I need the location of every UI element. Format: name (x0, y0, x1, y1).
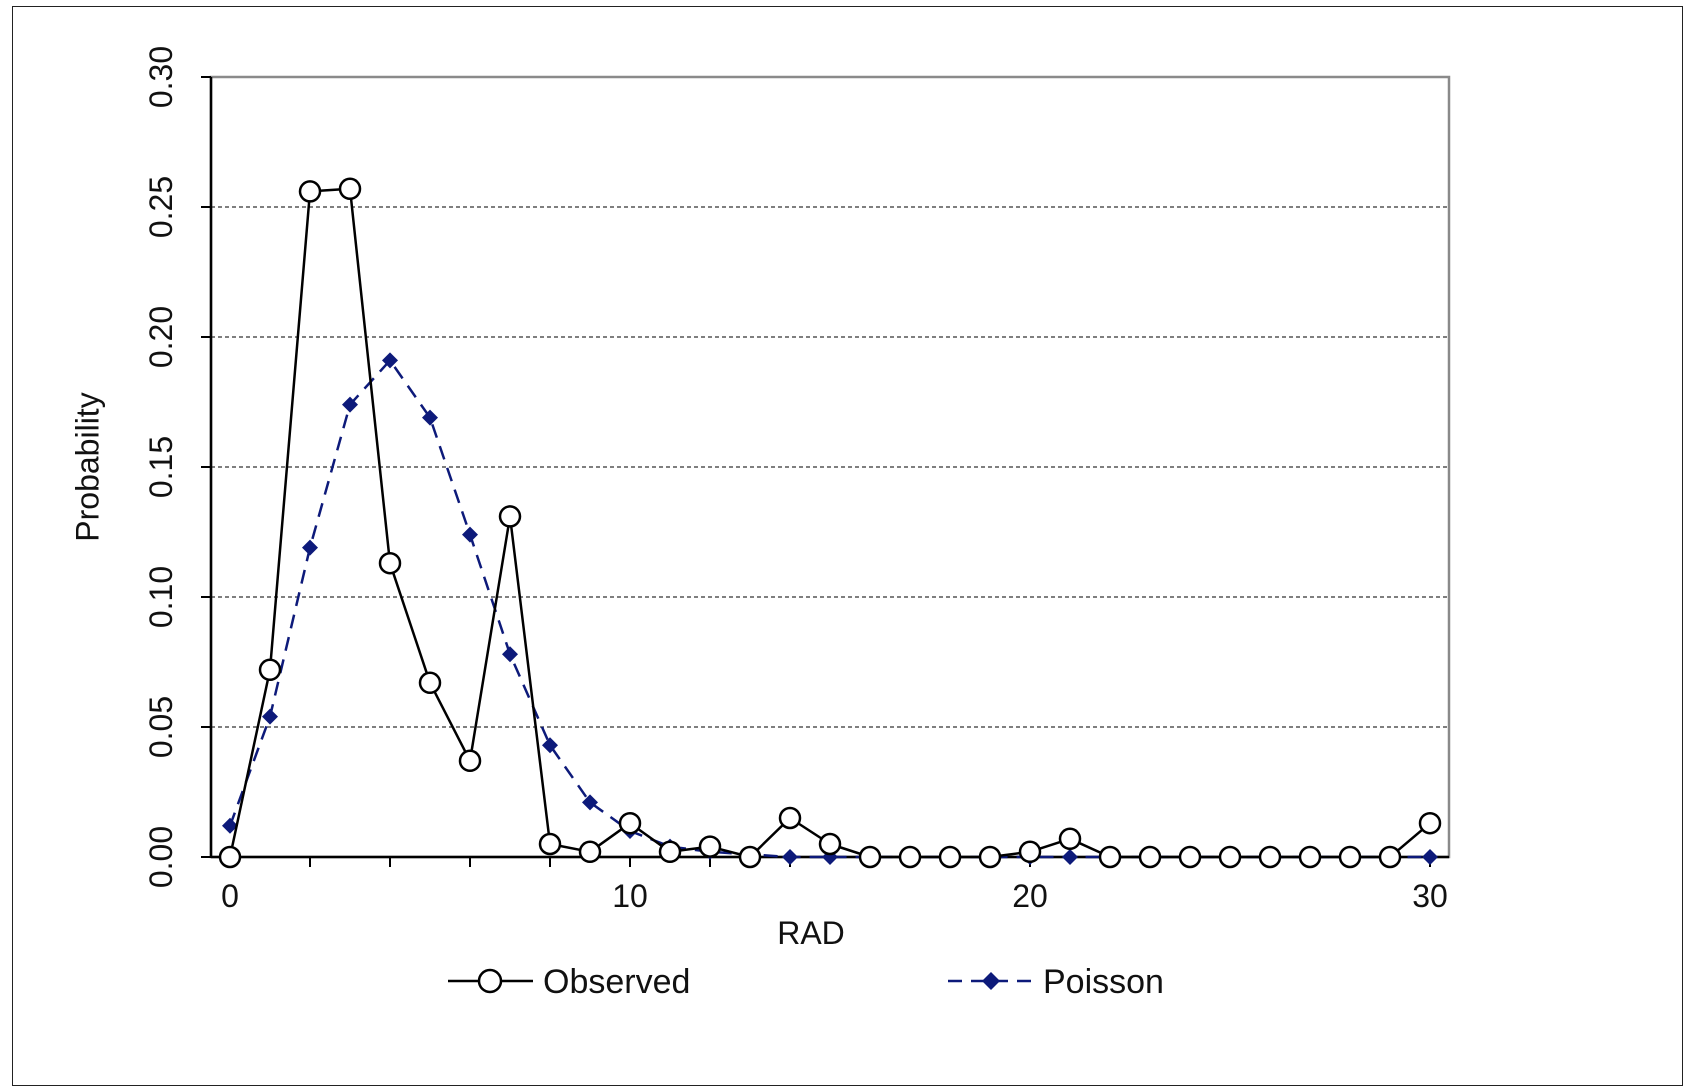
data-point-observed (618, 811, 642, 835)
x-tick-label: 20 (1012, 878, 1048, 914)
data-point-poisson (262, 708, 278, 725)
data-point-observed (778, 806, 802, 830)
y-tick-label: 0.30 (143, 46, 179, 108)
legend-observed-marker (477, 968, 503, 994)
data-point-observed (1058, 827, 1082, 851)
y-tick-label: 0.20 (143, 306, 179, 368)
data-point-poisson (302, 539, 318, 556)
legend-observed-label: Observed (543, 963, 690, 1001)
data-point-observed (1138, 845, 1162, 869)
legend-item-observed: Observed (448, 963, 690, 1001)
data-point-observed (658, 840, 682, 864)
data-point-observed (1258, 845, 1282, 869)
data-point-observed (418, 671, 442, 695)
series-line-observed (228, 187, 1431, 859)
data-point-observed (738, 845, 762, 869)
data-point-observed (218, 845, 242, 869)
series-line-poisson (228, 359, 1430, 859)
y-tick-label: 0.00 (143, 826, 179, 888)
data-point-observed (538, 832, 562, 856)
data-point-observed (298, 180, 322, 203)
gridlines (211, 206, 1449, 728)
data-point-poisson (782, 849, 798, 865)
data-point-observed (1178, 845, 1202, 869)
legend-item-poisson: Poisson (948, 963, 1164, 1001)
data-point-poisson (462, 526, 478, 543)
data-point-observed (1418, 811, 1442, 835)
data-point-observed (1298, 845, 1322, 869)
data-point-observed (1378, 845, 1402, 869)
data-point-poisson (222, 817, 238, 834)
data-point-observed (898, 845, 922, 869)
data-point-observed (458, 749, 482, 773)
data-point-observed (698, 835, 722, 858)
data-point-poisson (342, 396, 358, 413)
data-point-poisson (582, 794, 598, 811)
data-point-observed (818, 832, 842, 856)
legend-poisson-label: Poisson (1043, 963, 1164, 1001)
data-point-observed (378, 551, 402, 575)
data-point-poisson (422, 409, 438, 426)
data-point-observed (338, 177, 362, 201)
y-tick-label: 0.25 (143, 176, 179, 238)
axes (201, 76, 1449, 867)
x-tick-label: 10 (612, 878, 648, 914)
data-point-observed (978, 845, 1002, 869)
data-point-poisson (542, 737, 558, 754)
data-point-observed (1338, 845, 1362, 869)
data-point-poisson (1422, 849, 1438, 865)
data-point-observed (858, 845, 882, 869)
legend-poisson-marker (982, 972, 1000, 990)
data-point-observed (1218, 845, 1242, 869)
y-tick-label: 0.05 (143, 696, 179, 758)
data-point-observed (1098, 845, 1122, 869)
y-axis-title: Probability (69, 392, 105, 541)
chart-frame (12, 6, 1683, 1086)
data-point-poisson (502, 646, 518, 663)
tick-labels: 0.00 0.05 0.10 0.15 0.20 0.25 0.30 0 10 20 30 (143, 46, 1448, 914)
x-tick-label: 0 (221, 878, 239, 914)
data-point-poisson (1062, 849, 1078, 865)
x-axis-title: RAD (777, 915, 845, 951)
data-point-observed (1018, 840, 1042, 864)
y-tick-label: 0.15 (143, 436, 179, 498)
y-tick-label: 0.10 (143, 566, 179, 628)
data-point-observed (578, 840, 602, 864)
legend: Observed Poisson (448, 963, 1164, 1001)
data-point-observed (498, 505, 522, 528)
data-point-observed (258, 658, 282, 682)
series-layer (218, 177, 1442, 869)
data-point-poisson (382, 352, 398, 369)
data-point-observed (938, 845, 962, 869)
series-observed (218, 177, 1442, 869)
x-tick-label: 30 (1412, 878, 1448, 914)
